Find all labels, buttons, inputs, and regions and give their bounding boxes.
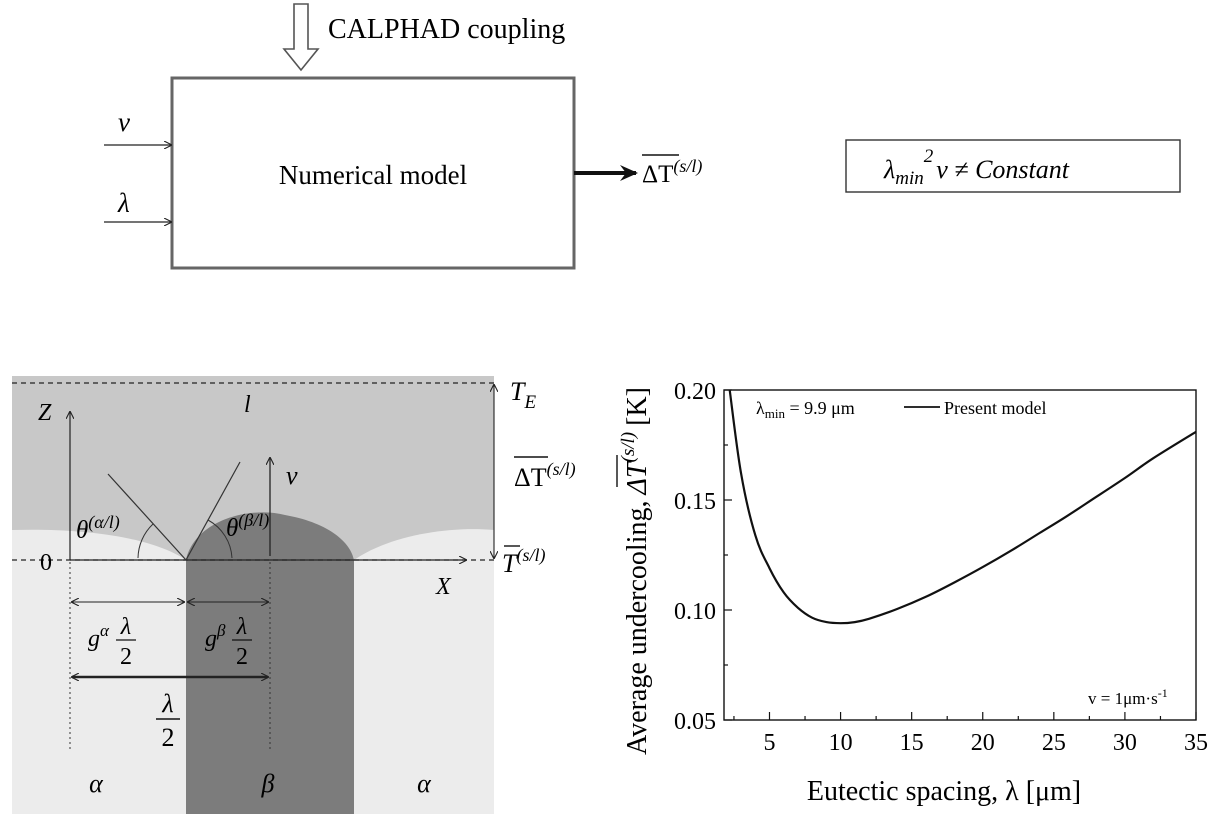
velocity-note-sup: -1 <box>1158 686 1168 700</box>
phase-alpha-right: α <box>417 769 432 798</box>
lambda-min-annotation: λmin = 9.9 μm <box>756 398 855 421</box>
plot-frame <box>723 389 1197 721</box>
tbar-symbol: T <box>502 549 518 578</box>
origin-label: 0 <box>40 550 52 576</box>
te-label: TE <box>510 377 536 413</box>
g-beta-lambda: λ <box>236 614 247 640</box>
z-axis-label: Z <box>38 400 52 426</box>
theta-beta-symbol: θ <box>226 515 238 542</box>
theta-beta-label: θ(β/l) <box>226 510 269 542</box>
x-tick-label: 5 <box>763 730 775 756</box>
input-v-label: v <box>118 107 130 137</box>
eutectic-schematic: Z X 0 l θ(α/l) θ(β/l) v TE ΔT(s/l) T(s/l… <box>12 376 576 814</box>
g-alpha-symbol: g <box>88 626 100 652</box>
equation-sup: 2 <box>924 146 934 167</box>
y-axis-title-unit: [K] <box>622 387 653 426</box>
x-tick-label: 35 <box>1184 730 1208 756</box>
dt-sup: (s/l) <box>547 459 576 480</box>
velocity-label: v <box>286 461 298 490</box>
theta-alpha-label: θ(α/l) <box>76 512 120 544</box>
x-tick-label: 15 <box>900 730 924 756</box>
x-axis-label: X <box>435 574 452 600</box>
x-tick-label: 20 <box>971 730 995 756</box>
beta-contact-line <box>185 461 241 561</box>
x-tick-label: 30 <box>1113 730 1137 756</box>
numerical-model-label: Numerical model <box>279 160 467 190</box>
half-lambda-two: 2 <box>162 723 175 752</box>
tbar-label: T(s/l) <box>502 545 545 578</box>
g-beta-sup: β <box>216 621 226 640</box>
y-tick-label: 0.10 <box>674 599 716 625</box>
velocity-note: v = 1μm·s-1 <box>1088 686 1168 708</box>
g-alpha-label: gα <box>88 621 110 652</box>
g-beta-label: gβ <box>205 621 226 652</box>
y-tick-label: 0.20 <box>674 379 716 405</box>
lambda-min-value: = 9.9 μm <box>785 398 855 418</box>
g-beta-symbol: g <box>205 626 217 652</box>
dt-symbol: ΔT <box>514 463 547 492</box>
g-alpha-lambda: λ <box>120 614 131 640</box>
output-symbol: ΔT <box>642 161 673 188</box>
equation-sub: min <box>895 168 924 189</box>
equation-text: λmin2 v ≠ Constant <box>883 146 1070 189</box>
y-axis-title-main: Average undercooling, <box>622 501 653 756</box>
theta-alpha-sup: (α/l) <box>88 512 119 533</box>
x-tick-label: 25 <box>1042 730 1066 756</box>
y-tick-label: 0.15 <box>674 489 716 515</box>
y-axis-title-sym: ΔT <box>622 460 653 495</box>
equation-box <box>845 139 1181 193</box>
alpha-angle-arc <box>137 523 154 559</box>
liquid-label: l <box>244 392 251 418</box>
lambda-min-symbol: λ <box>756 398 765 418</box>
tbar-sup: (s/l) <box>516 545 545 566</box>
coupling-arrow-icon <box>282 3 320 72</box>
lambda-min-sub: min <box>765 406 786 421</box>
te-sub: E <box>523 392 536 413</box>
g-beta-two: 2 <box>236 644 248 670</box>
svg-text:Average undercooling,ΔT(s/l)[K: Average undercooling, ΔT(s/l) [K] <box>618 387 653 755</box>
alpha-phase-region-right <box>354 529 494 814</box>
beta-angle-arc <box>207 519 233 559</box>
half-lambda-lambda: λ <box>161 689 173 718</box>
theta-alpha-symbol: θ <box>76 517 88 544</box>
x-tick-label: 10 <box>829 730 853 756</box>
undercooling-chart: 5 10 15 20 25 30 35 0.05 0.10 0.15 0.20 λmin = 9.9… <box>616 379 1208 807</box>
output-sup: (s/l) <box>673 156 702 177</box>
phase-alpha-left: α <box>89 769 104 798</box>
coupling-label: CALPHAD coupling <box>328 14 565 45</box>
output-label: ΔT(s/l) <box>642 156 702 188</box>
te-symbol: T <box>510 377 526 406</box>
g-alpha-sup: α <box>100 621 110 640</box>
g-alpha-two: 2 <box>120 644 132 670</box>
y-axis-title: Average undercooling, ΔT(s/l) [K] <box>616 387 653 755</box>
series-line-present-model <box>728 389 1197 625</box>
equation-rest: v ≠ Constant <box>936 155 1069 184</box>
block-diagram: CALPHAD coupling Numerical model v λ ΔT(… <box>104 3 1181 270</box>
numerical-model-box <box>170 76 576 270</box>
y-tick-label: 0.05 <box>674 709 716 735</box>
theta-beta-sup: (β/l) <box>238 510 269 531</box>
legend-label: Present model <box>944 398 1046 418</box>
equation-lambda: λ <box>883 155 895 184</box>
input-lambda-label: λ <box>117 188 130 218</box>
phase-beta: β <box>261 769 275 798</box>
alpha-contact-line <box>107 473 187 561</box>
x-axis-title: Eutectic spacing, λ [μm] <box>807 776 1081 807</box>
chart-ticks: 5 10 15 20 25 30 35 0.05 0.10 0.15 0.20 <box>674 379 1208 756</box>
velocity-note-text: v = 1μm·s <box>1088 689 1158 708</box>
y-axis-title-sup: (s/l) <box>618 432 639 463</box>
dt-label: ΔT(s/l) <box>514 459 576 492</box>
